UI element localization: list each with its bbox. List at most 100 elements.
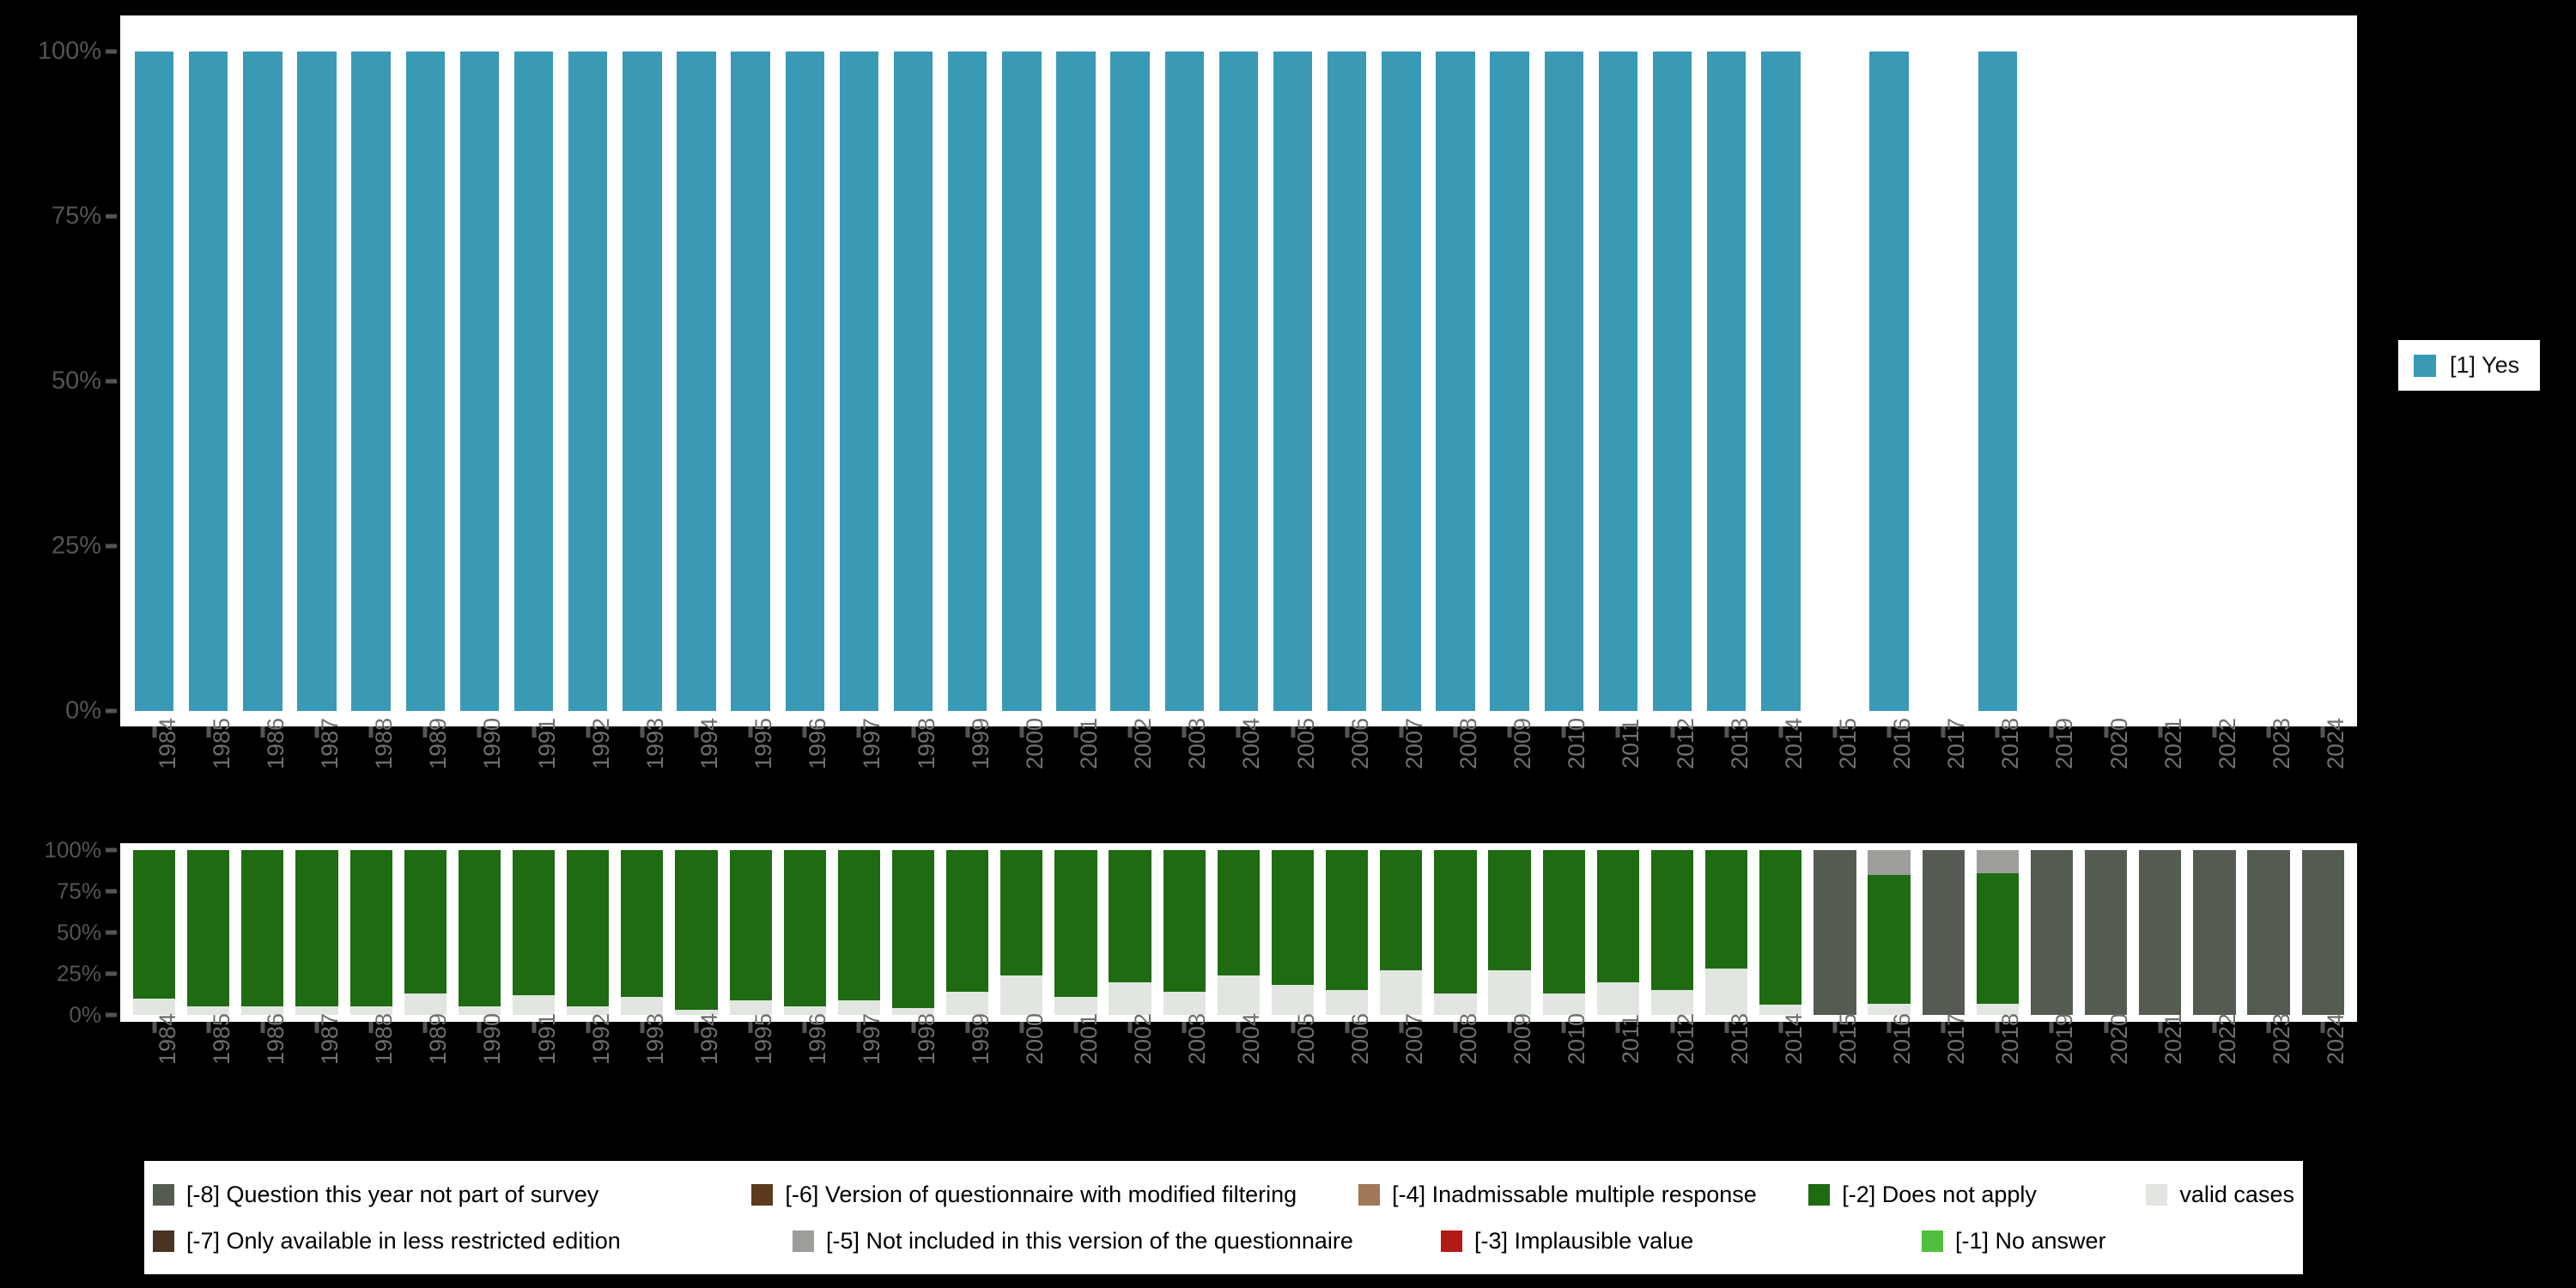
missing-values-segment[interactable] [1217, 850, 1260, 975]
main-bar[interactable] [1056, 52, 1096, 711]
main-bar[interactable] [1273, 52, 1313, 711]
bottom-legend[interactable]: [-8] Question this year not part of surv… [144, 1161, 2303, 1274]
main-bar[interactable] [1327, 52, 1367, 711]
missing-values-stack[interactable] [295, 850, 338, 1015]
bottom-legend-item[interactable]: [-2] Does not apply [1808, 1182, 2146, 1208]
missing-values-column[interactable] [181, 850, 235, 1015]
missing-values-segment[interactable] [295, 1006, 338, 1015]
missing-values-segment[interactable] [1000, 975, 1043, 1015]
missing-values-stack[interactable] [2301, 850, 2344, 1015]
missing-values-segment[interactable] [1326, 990, 1369, 1015]
missing-values-segment[interactable] [241, 850, 284, 1007]
missing-values-segment[interactable] [783, 850, 826, 1007]
main-bar[interactable] [1436, 52, 1475, 711]
main-bar-column[interactable] [1103, 52, 1157, 711]
missing-values-segment[interactable] [1488, 850, 1531, 971]
missing-values-stack[interactable] [1488, 850, 1531, 1015]
missing-values-segment[interactable] [1434, 850, 1477, 994]
main-bar-column[interactable] [1591, 52, 1645, 711]
bottom-legend-item[interactable]: [-1] No answer [1922, 1228, 2282, 1255]
main-bar[interactable] [351, 52, 391, 711]
bottom-legend-item[interactable]: valid cases [2146, 1182, 2294, 1208]
bottom-legend-item[interactable]: [-3] Implausible value [1441, 1228, 1922, 1255]
missing-values-segment[interactable] [729, 999, 772, 1015]
missing-values-stack[interactable] [1705, 850, 1748, 1015]
missing-values-stack[interactable] [1380, 850, 1423, 1015]
missing-values-segment[interactable] [1326, 850, 1369, 991]
missing-values-column[interactable] [1699, 850, 1753, 1015]
missing-values-column[interactable] [2079, 850, 2133, 1015]
missing-values-column[interactable] [2296, 850, 2350, 1015]
main-bar-column[interactable] [1753, 52, 1807, 711]
missing-values-stack[interactable] [1868, 850, 1911, 1015]
missing-values-stack[interactable] [1217, 850, 1260, 1015]
main-bar-column[interactable] [2079, 52, 2133, 711]
main-bar-column[interactable] [994, 52, 1048, 711]
main-bar-column[interactable] [1266, 52, 1320, 711]
main-bar[interactable] [785, 52, 824, 711]
main-bar[interactable] [1761, 52, 1801, 711]
main-bar-column[interactable] [2025, 52, 2079, 711]
missing-values-stack[interactable] [1163, 850, 1206, 1015]
main-bar-column[interactable] [1699, 52, 1753, 711]
missing-values-segment[interactable] [1542, 850, 1585, 994]
missing-values-segment[interactable] [1976, 872, 2019, 1004]
missing-values-segment[interactable] [1922, 850, 1965, 1015]
missing-values-stack[interactable] [1000, 850, 1043, 1015]
missing-values-segment[interactable] [1976, 1003, 2019, 1015]
missing-values-column[interactable] [398, 850, 453, 1015]
missing-values-segment[interactable] [946, 992, 989, 1015]
missing-values-column[interactable] [669, 850, 723, 1015]
main-bar-column[interactable] [1862, 52, 1917, 711]
main-bar-column[interactable] [1645, 52, 1699, 711]
missing-values-segment[interactable] [1000, 850, 1043, 975]
missing-values-column[interactable] [1537, 850, 1591, 1015]
main-bar-column[interactable] [832, 52, 886, 711]
bottom-legend-item[interactable]: [-7] Only available in less restricted e… [153, 1228, 793, 1255]
missing-values-column[interactable] [561, 850, 615, 1015]
missing-values-stack[interactable] [2085, 850, 2128, 1015]
missing-values-segment[interactable] [1434, 993, 1477, 1015]
missing-values-segment[interactable] [1488, 970, 1531, 1015]
main-legend[interactable]: [1] Yes [2398, 340, 2541, 391]
missing-values-segment[interactable] [2301, 850, 2344, 1015]
missing-values-segment[interactable] [2030, 850, 2074, 1015]
missing-values-stack[interactable] [1976, 850, 2019, 1015]
missing-values-segment[interactable] [1705, 850, 1748, 969]
missing-values-segment[interactable] [241, 1006, 284, 1015]
missing-values-segment[interactable] [132, 998, 176, 1015]
missing-values-column[interactable] [1266, 850, 1320, 1015]
missing-values-column[interactable] [1645, 850, 1699, 1015]
missing-values-column[interactable] [344, 850, 398, 1015]
main-bar-column[interactable] [453, 52, 507, 711]
missing-values-stack[interactable] [1434, 850, 1477, 1015]
main-bar[interactable] [405, 52, 445, 711]
missing-values-segment[interactable] [349, 1006, 392, 1015]
missing-values-segment[interactable] [1596, 981, 1639, 1015]
missing-values-stack[interactable] [349, 850, 392, 1015]
missing-values-stack[interactable] [729, 850, 772, 1015]
missing-values-stack[interactable] [891, 850, 935, 1015]
missing-values-column[interactable] [1483, 850, 1537, 1015]
missing-values-stack[interactable] [1109, 850, 1151, 1015]
main-bar-column[interactable] [1374, 52, 1428, 711]
missing-values-segment[interactable] [1054, 850, 1097, 997]
main-bar-column[interactable] [724, 52, 778, 711]
missing-values-column[interactable] [1807, 850, 1862, 1015]
missing-values-column[interactable] [1862, 850, 1917, 1015]
missing-values-segment[interactable] [1650, 850, 1694, 991]
missing-values-column[interactable] [127, 850, 181, 1015]
missing-values-stack[interactable] [675, 850, 718, 1015]
missing-values-stack[interactable] [1054, 850, 1097, 1015]
missing-values-segment[interactable] [404, 993, 447, 1015]
missing-values-column[interactable] [2133, 850, 2187, 1015]
missing-values-segment[interactable] [621, 996, 664, 1015]
main-bar-column[interactable] [1917, 52, 1971, 711]
missing-values-segment[interactable] [621, 850, 664, 997]
main-bar[interactable] [459, 52, 500, 711]
missing-values-stack[interactable] [1596, 850, 1639, 1015]
missing-values-segment[interactable] [946, 850, 989, 993]
missing-values-column[interactable] [2025, 850, 2079, 1015]
missing-values-segment[interactable] [1596, 850, 1639, 982]
missing-values-segment[interactable] [783, 1006, 826, 1015]
